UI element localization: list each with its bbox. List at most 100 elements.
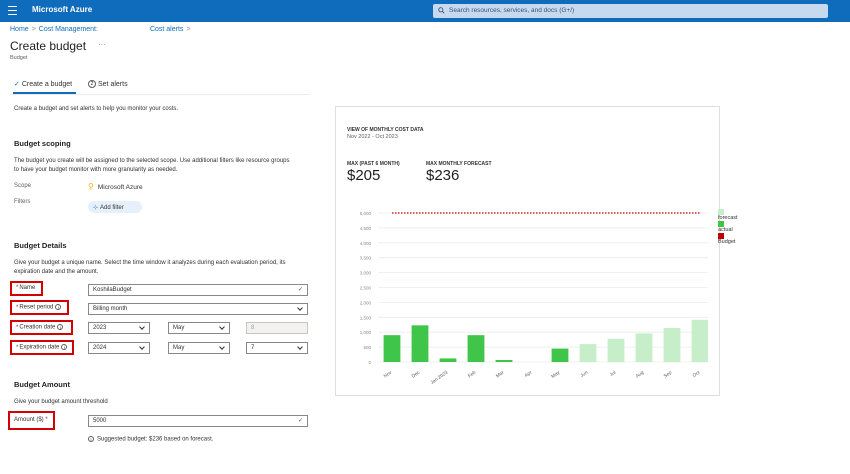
bar-forecast-oct [691, 319, 708, 362]
tab-set-alerts[interactable]: 2 Set alerts [88, 80, 128, 88]
intro-text: Create a budget and set alerts to help y… [14, 106, 179, 112]
legend-budget: Budget [718, 233, 735, 245]
filter-icon: ⊹ [93, 205, 99, 211]
y-tick-label: 3,500 [360, 256, 372, 261]
max-past-value: $205 [347, 167, 381, 184]
creation-year-select[interactable]: 2023 [88, 322, 150, 334]
expiration-day-select[interactable]: 7 [246, 342, 308, 354]
expiration-year-select[interactable]: 2024 [88, 342, 150, 354]
x-tick-label: Mar [495, 369, 506, 379]
x-tick-label: Jun [579, 370, 589, 380]
search-input[interactable]: Search resources, services, and docs (G+… [433, 4, 828, 18]
reset-period-label-text: Reset period [19, 304, 54, 311]
name-input[interactable]: KoshilaBudget ✓ [88, 284, 308, 296]
bar-forecast-jul [607, 338, 625, 362]
creation-day-select: 8 [246, 322, 308, 334]
expiration-date-label: *Expiration date i [10, 340, 74, 355]
bar-forecast-jun [579, 344, 597, 362]
scope-label: Scope [14, 183, 32, 189]
expiration-month-select[interactable]: May [168, 342, 230, 354]
y-tick-label: 4,000 [360, 241, 372, 246]
page-subtitle: Budget [10, 55, 28, 61]
info-icon[interactable]: i [57, 324, 64, 330]
suggested-budget-text: Suggested budget: $236 based on forecast… [97, 436, 214, 443]
budget-scoping-heading: Budget scoping [14, 139, 71, 148]
info-icon: i [88, 436, 94, 442]
breadcrumb: Home > Cost Management: Cost alerts > [10, 26, 194, 33]
scope-value[interactable]: ⚲ Microsoft Azure [88, 182, 143, 191]
bar-actual-feb [467, 335, 485, 362]
legend-actual: actual [718, 221, 733, 233]
tab-create-budget[interactable]: ✓ Create a budget [14, 80, 72, 88]
brand-title[interactable]: Microsoft Azure [32, 5, 93, 14]
amount-desc: Give your budget amount threshold [14, 399, 108, 405]
valid-check-icon: ✓ [297, 287, 303, 293]
reset-period-select[interactable]: Billing month [88, 303, 308, 315]
name-value: KoshilaBudget [93, 287, 132, 293]
scope-value-text: Microsoft Azure [97, 184, 143, 191]
creation-year-value: 2023 [93, 325, 107, 331]
y-tick-label: 2,000 [360, 300, 372, 305]
bar-actual-may [551, 348, 569, 362]
name-label-text: Name [19, 285, 36, 291]
chevron-right-icon: > [31, 26, 36, 33]
breadcrumb-home[interactable]: Home [10, 26, 29, 33]
checkmark-icon: ✓ [14, 81, 20, 88]
chart-range: Nov 2022 - Oct 2023 [347, 134, 398, 140]
x-tick-label: Feb [467, 370, 477, 380]
bar-actual-dec [411, 325, 429, 362]
page-title: Create budget [10, 39, 87, 53]
x-tick-label: Nov [383, 369, 394, 379]
more-options-icon[interactable]: ··· [98, 40, 106, 49]
x-tick-label: Aug [635, 370, 646, 380]
x-tick-label: Oct [692, 369, 702, 379]
max-forecast-value: $236 [426, 167, 460, 184]
amount-label-text: Amount ($) [14, 417, 44, 423]
info-icon[interactable]: i [55, 304, 62, 310]
tab-divider [10, 94, 310, 95]
details-desc-1: Give your budget a unique name. Select t… [14, 260, 286, 266]
valid-check-icon: ✓ [297, 418, 303, 424]
cost-chart-panel: VIEW OF MONTHLY COST DATA Nov 2022 - Oct… [335, 106, 738, 396]
expiration-day-value: 7 [251, 345, 255, 351]
details-desc-2: expiration date and the amount. [14, 269, 99, 275]
filters-label: Filters [14, 199, 31, 205]
y-tick-label: 5,000 [360, 211, 372, 216]
chart-title: VIEW OF MONTHLY COST DATA [347, 127, 424, 133]
breadcrumb-cost-management[interactable]: Cost Management: [38, 26, 98, 33]
add-filter-label: Add filter [100, 205, 124, 211]
bar-actual-nov [383, 335, 401, 362]
add-filter-button[interactable]: ⊹ Add filter [88, 201, 142, 213]
scoping-desc-1: The budget you create will be assigned t… [14, 158, 290, 164]
creation-date-label: *Creation date i [10, 320, 73, 335]
search-placeholder: Search resources, services, and docs (G+… [449, 7, 575, 14]
legend-budget-swatch [718, 233, 724, 239]
x-tick-label: May [550, 369, 561, 379]
bar-forecast-sep [663, 328, 681, 362]
bar-actual-jan-2023 [439, 358, 457, 362]
key-icon: ⚲ [88, 182, 94, 191]
y-tick-label: 2,500 [360, 286, 372, 291]
max-past-label: MAX (PAST 6 MONTH) [347, 161, 400, 167]
creation-month-select[interactable]: May [168, 322, 230, 334]
creation-month-value: May [173, 325, 185, 331]
suggested-budget: i Suggested budget: $236 based on forecas… [88, 436, 213, 443]
info-icon[interactable]: i [61, 344, 68, 350]
y-tick-label: 1,500 [360, 315, 372, 320]
breadcrumb-cost-alerts[interactable]: Cost alerts [149, 26, 184, 33]
hamburger-icon[interactable] [8, 6, 17, 16]
x-tick-label: Dec [411, 369, 422, 379]
amount-label: Amount ($) * [8, 411, 55, 430]
x-tick-label: Jan 2023 [430, 370, 450, 386]
y-tick-label: 0 [368, 360, 371, 365]
legend-forecast-swatch [718, 209, 724, 215]
active-tab-indicator [13, 92, 76, 94]
reset-period-label: *Reset period i [10, 300, 69, 315]
budget-details-heading: Budget Details [14, 241, 67, 250]
legend-budget-label: Budget [718, 239, 736, 246]
max-forecast-label: MAX MONTHLY FORECAST [426, 161, 492, 167]
reset-period-value: Billing month [93, 306, 128, 312]
legend-actual-swatch [718, 221, 724, 227]
amount-input[interactable]: 5000 ✓ [88, 415, 308, 427]
x-tick-label: Sep [663, 370, 674, 380]
